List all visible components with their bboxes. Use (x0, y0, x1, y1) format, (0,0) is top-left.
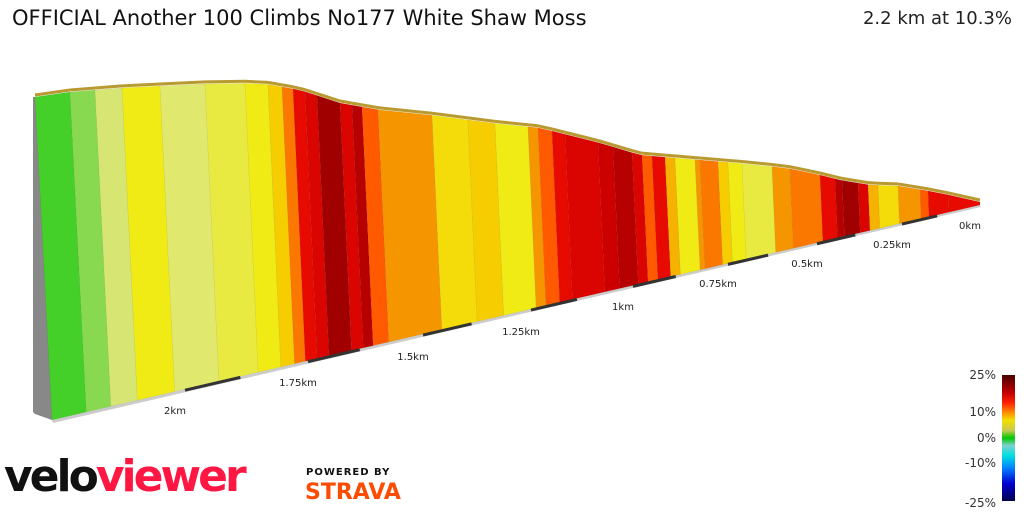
profile-top-edge (377, 106, 433, 115)
distance-tick-label: 1.5km (397, 352, 428, 363)
page-title: OFFICIAL Another 100 Climbs No177 White … (12, 6, 587, 30)
gradient-segment (919, 189, 930, 220)
gradient-segment (377, 109, 443, 343)
gradient-segment (841, 179, 861, 237)
profile-top-edge (857, 179, 869, 185)
distance-tick-label: 1km (612, 302, 634, 313)
profile-top-edge (121, 82, 161, 88)
gradient-segment (819, 174, 838, 242)
profile-top-edge (351, 101, 363, 107)
legend-label: 25% (969, 368, 996, 382)
distance-band (184, 375, 241, 392)
profile-top-edge (897, 182, 921, 189)
legend-color-bar (1002, 375, 1015, 501)
profile-top-edge (292, 85, 306, 92)
powered-by-label: POWERED BY (306, 467, 391, 478)
elevation-profile: 2km 1.75km 1.5km 1.25km 1km 0.75km 0.5km 0.25km… (33, 79, 981, 423)
distance-tick-label: 1.75km (279, 378, 317, 389)
profile-top-edge (267, 80, 283, 87)
gradient-legend: 25% 10% 0% -10% -25% (960, 368, 1024, 512)
profile-top-edge (537, 124, 553, 131)
profile-top-edge (494, 119, 529, 127)
profile-top-edge (877, 181, 899, 186)
profile-top-edge (771, 163, 791, 169)
profile-top-edge (361, 103, 379, 110)
distance-band (901, 214, 938, 226)
legend-label: 0% (976, 431, 996, 445)
gradient-segment (789, 168, 824, 249)
profile-top-edge (699, 156, 719, 161)
profile-top-edge (159, 80, 206, 86)
profile-top-edge (94, 84, 123, 90)
legend-label: -25% (964, 496, 996, 510)
profile-top-edge (564, 130, 599, 142)
gradient-segment (947, 194, 981, 213)
distance-band (727, 253, 769, 266)
distance-tick-label: 0km (959, 221, 981, 232)
distance-band (632, 275, 677, 288)
climb-summary: 2.2 km at 10.3% (862, 8, 1012, 29)
profile-top-edge (834, 175, 843, 180)
profile-top-edge (339, 99, 353, 105)
profile-top-edge (597, 139, 614, 147)
profile-top-edge (741, 160, 773, 166)
profile-top-edge (316, 92, 341, 103)
profile-top-edge (304, 88, 318, 95)
profile-top-edge (664, 153, 676, 158)
logo-velo: velo (4, 451, 99, 502)
gradient-segment (897, 185, 922, 225)
profile-top-edge (467, 116, 496, 123)
profile-top-edge (281, 83, 294, 89)
distance-band (816, 233, 856, 246)
distance-tick-label: 2km (164, 406, 186, 417)
distance-band (422, 322, 472, 337)
distance-tick-label: 0.5km (791, 259, 822, 270)
distance-tick-label: 0.25km (873, 240, 911, 251)
distance-tick-label: 1.25km (502, 327, 540, 338)
profile-top-edge (819, 171, 836, 179)
profile-top-edge (204, 79, 246, 84)
gradient-segment (741, 163, 777, 260)
profile-top-edge (69, 86, 96, 92)
profile-top-edge (527, 123, 539, 128)
profile-top-edge (631, 149, 643, 155)
distance-band (530, 297, 578, 312)
profile-top-edge (34, 88, 71, 97)
profile-top-edge (651, 152, 666, 157)
profile-top-edge (867, 181, 879, 185)
veloviewer-logo[interactable]: veloviewer (4, 451, 247, 502)
logo-viewer: viewer (95, 451, 247, 502)
distance-band (307, 348, 361, 364)
profile-top-edge (927, 187, 949, 195)
gradient-segment (927, 190, 949, 218)
profile-top-edge (947, 191, 981, 202)
profile-top-edge (919, 186, 929, 191)
profile-top-edge (717, 158, 729, 162)
profile-top-edge (727, 158, 743, 163)
profile-top-edge (841, 176, 859, 183)
profile-top-edge (244, 79, 269, 84)
profile-top-edge (641, 151, 653, 156)
profile-top-edge (431, 111, 469, 120)
legend-label: 10% (969, 405, 996, 419)
legend-label: -10% (964, 456, 996, 470)
profile-top-edge (612, 143, 633, 153)
strava-logo[interactable]: STRAVA (305, 480, 401, 505)
profile-top-edge (789, 165, 821, 175)
profile-top-edge (674, 154, 696, 160)
distance-tick-label: 0.75km (699, 279, 737, 290)
gradient-segment (877, 184, 900, 229)
profile-top-edge (551, 127, 566, 134)
